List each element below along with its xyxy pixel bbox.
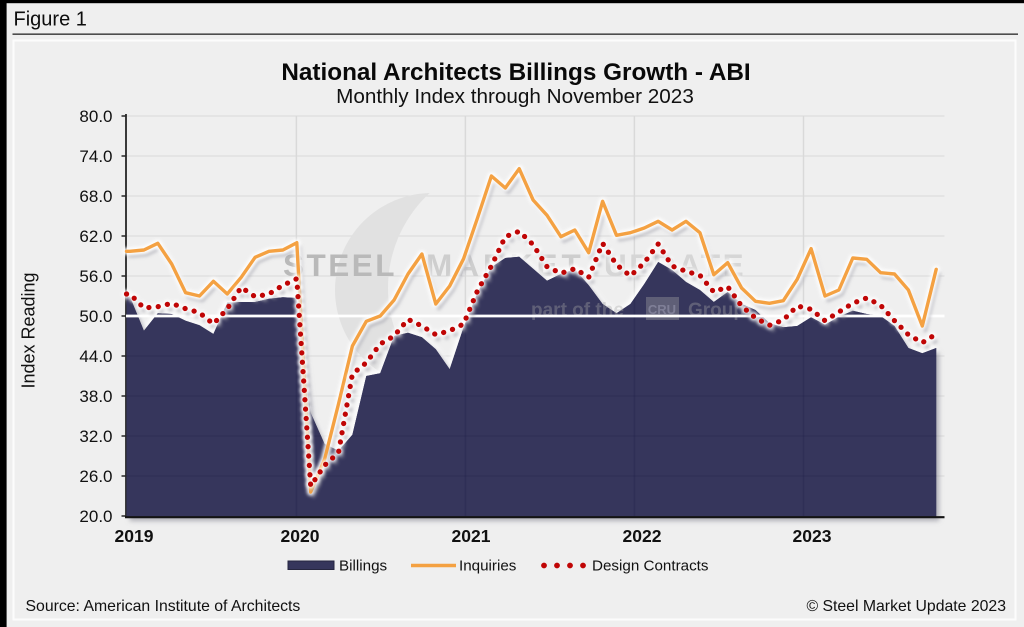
svg-text:© Steel Market Update 2023: © Steel Market Update 2023 (806, 598, 1006, 615)
svg-text:CRU: CRU (648, 302, 676, 317)
svg-text:20.0: 20.0 (79, 507, 112, 526)
svg-text:56.0: 56.0 (79, 267, 112, 286)
svg-text:80.0: 80.0 (79, 107, 112, 126)
svg-text:44.0: 44.0 (79, 347, 112, 366)
svg-text:2021: 2021 (452, 526, 491, 546)
svg-text:Design Contracts: Design Contracts (592, 558, 709, 575)
svg-text:32.0: 32.0 (79, 427, 112, 446)
svg-text:38.0: 38.0 (79, 387, 112, 406)
svg-text:2020: 2020 (281, 526, 320, 546)
svg-text:74.0: 74.0 (79, 147, 112, 166)
svg-text:2019: 2019 (115, 526, 154, 546)
svg-text:2023: 2023 (793, 526, 832, 546)
svg-text:National Architects Billings G: National Architects Billings Growth - AB… (281, 59, 750, 86)
svg-text:Figure 1: Figure 1 (14, 9, 87, 31)
svg-text:Inquiries: Inquiries (459, 558, 517, 575)
svg-text:Monthly Index through November: Monthly Index through November 2023 (336, 85, 694, 108)
svg-text:50.0: 50.0 (79, 307, 112, 326)
svg-text:Index Reading: Index Reading (19, 272, 39, 388)
svg-text:Source: American Institute of: Source: American Institute of Architects (26, 598, 301, 615)
svg-text:62.0: 62.0 (79, 227, 112, 246)
svg-text:26.0: 26.0 (79, 467, 112, 486)
svg-text:2022: 2022 (623, 526, 662, 546)
svg-text:Billings: Billings (339, 558, 388, 575)
svg-text:part of the: part of the (531, 300, 624, 321)
svg-text:68.0: 68.0 (79, 187, 112, 206)
